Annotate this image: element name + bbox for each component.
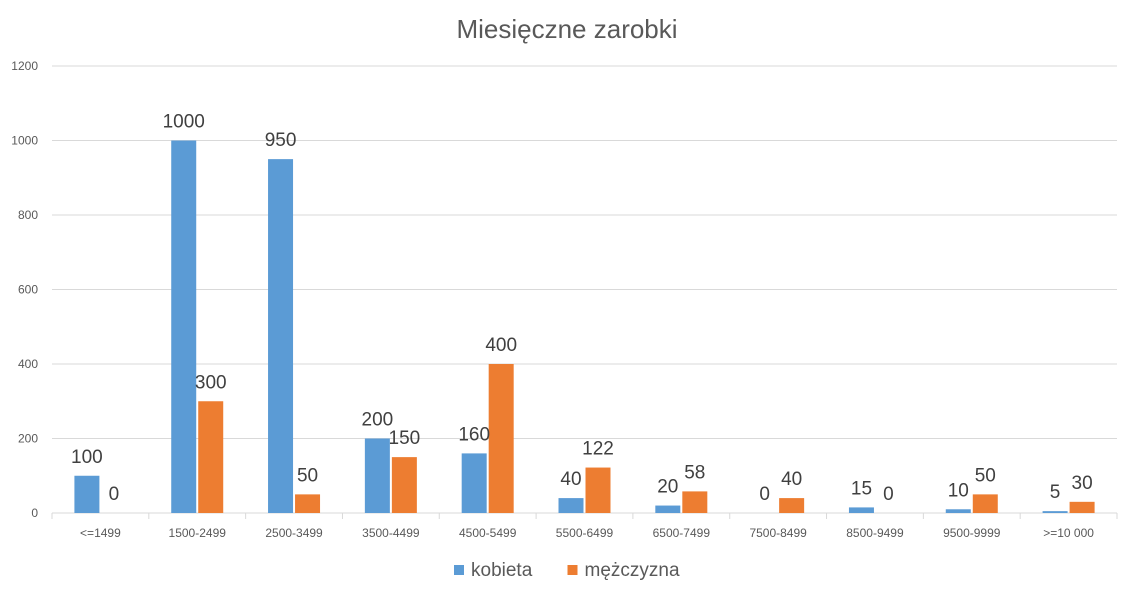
x-tick-label: 6500-7499 [653,526,711,540]
data-label: 1000 [163,112,205,133]
legend-label: mężczyzna [585,560,680,581]
x-tick-label: >=10 000 [1043,526,1094,540]
data-label: 0 [109,484,120,505]
data-label: 160 [458,424,490,445]
y-tick-label: 600 [18,283,38,297]
bar-mężczyzna [1069,501,1095,513]
y-axis-ticks: 0 200 400 600 800 1000 1200 [11,59,38,520]
data-label: 300 [195,372,227,393]
data-label: 40 [560,469,581,490]
legend-label: kobieta [471,560,533,581]
data-label: 0 [759,484,770,505]
y-tick-label: 1000 [11,134,38,148]
data-label: 50 [975,465,996,486]
bar-kobieta [74,475,100,513]
bar-kobieta [461,453,487,513]
bar-kobieta [364,438,390,513]
bar-kobieta [945,509,971,513]
y-tick-label: 800 [18,208,38,222]
y-tick-label: 200 [18,432,38,446]
bar-kobieta [268,159,294,513]
data-label: 400 [485,335,517,356]
data-label: 122 [582,439,614,460]
x-tick-label: 7500-8499 [749,526,807,540]
x-tick-label: 9500-9999 [943,526,1001,540]
x-tick-label: 1500-2499 [169,526,227,540]
data-label: 200 [362,410,394,431]
x-tick-label: 8500-9499 [846,526,904,540]
data-label: 950 [265,130,297,151]
bar-mężczyzna [972,494,998,513]
data-label: 15 [851,478,872,499]
bar-mężczyzna [295,494,321,513]
data-label: 30 [1072,473,1093,494]
y-tick-label: 400 [18,357,38,371]
bar-kobieta [1042,511,1068,513]
x-tick-label: 3500-4499 [362,526,420,540]
bar-kobieta [558,498,584,513]
bars [74,140,1095,513]
bar-mężczyzna [585,467,611,513]
y-tick-label: 0 [31,506,38,520]
x-tick-label: 4500-5499 [459,526,517,540]
x-tick-label: 2500-3499 [265,526,323,540]
x-tick-label: <=1499 [80,526,121,540]
data-label: 0 [883,484,894,505]
bar-kobieta [848,507,874,513]
legend-swatch-mężczyzna [567,565,578,575]
bar-mężczyzna [198,401,224,513]
bar-mężczyzna [682,491,708,513]
data-label: 10 [948,480,969,501]
gridlines [51,65,1118,519]
bar-mężczyzna [779,498,805,513]
data-label: 150 [389,428,421,449]
chart-title: Miesięczne zarobki [456,14,677,44]
data-label: 40 [781,469,802,490]
data-label: 100 [71,447,103,468]
bar-kobieta [171,140,197,513]
bar-kobieta [655,505,681,513]
x-axis-ticks: <=1499 1500-2499 2500-3499 3500-4499 4500-54… [80,526,1094,540]
bar-mężczyzna [391,457,417,513]
bar-mężczyzna [488,364,514,513]
data-label: 58 [684,462,705,483]
legend: kobieta mężczyzna [454,560,680,581]
x-tick-label: 5500-6499 [556,526,614,540]
data-label: 20 [657,477,678,498]
data-label: 50 [297,465,318,486]
legend-swatch-kobieta [454,565,464,575]
data-label: 5 [1050,482,1061,503]
y-tick-label: 1200 [11,59,38,73]
